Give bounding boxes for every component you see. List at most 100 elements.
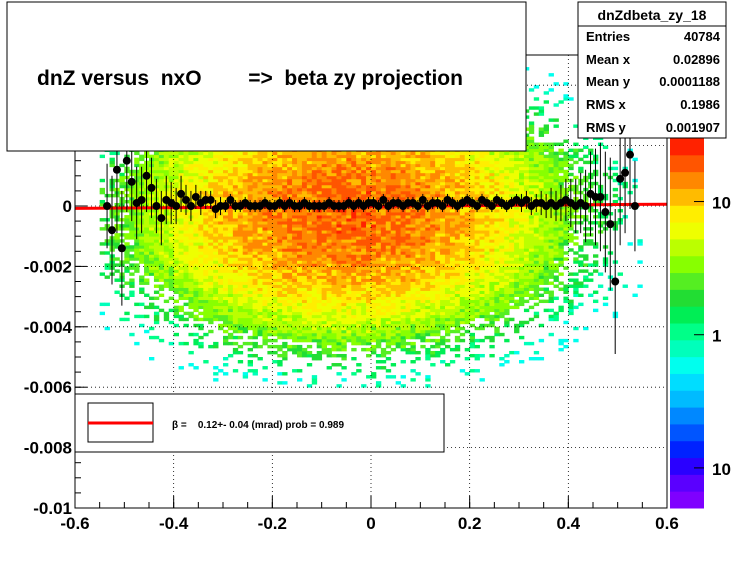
heat-cell [129,230,135,234]
heat-cell [341,154,347,159]
heat-cell [341,344,347,349]
heat-cell [193,293,199,297]
heat-cell [356,308,362,313]
heat-cell [292,317,298,322]
heat-cell [144,242,150,246]
heat-cell [242,323,249,328]
heat-cell [227,178,234,183]
heat-cell [252,305,258,310]
heat-cell [232,236,239,240]
heat-cell [272,166,278,171]
heat-cell [346,293,352,297]
heat-cell [366,212,372,216]
heat-cell [336,329,342,334]
heat-cell [124,251,130,255]
heat-cell [277,230,283,234]
heat-cell [346,163,352,168]
heat-cell [232,263,239,267]
heat-cell [203,293,209,297]
heat-cell [277,363,283,367]
heat-cell [336,227,342,231]
heat-cell [257,266,263,270]
heat-cell [356,245,362,249]
heat-cell [262,260,268,264]
heat-cell [119,181,125,186]
heat-cell [287,320,293,325]
heat-cell [301,157,308,162]
heat-cell [356,218,362,222]
heat-cell [203,251,209,255]
heat-cell [301,175,308,180]
heat-cell [361,317,367,322]
heat-cell [390,272,397,276]
heat-cell [134,263,140,267]
heat-cell [321,187,327,192]
heat-cell [311,178,318,183]
heat-cell [380,190,387,195]
heat-cell [129,233,135,237]
heat-cell [163,227,170,231]
heat-cell [405,299,411,304]
heat-cell [356,284,362,288]
heat-cell [395,341,401,346]
heat-cell [400,257,406,261]
heat-cell [188,363,194,367]
heat-cell [119,317,125,322]
heat-cell [227,215,234,219]
heat-cell [178,260,184,264]
heat-cell [326,332,332,337]
heat-cell [346,269,352,273]
heat-cell [311,151,318,156]
heat-cell [173,290,179,294]
heat-cell [380,329,387,334]
heat-cell [346,175,352,180]
heat-cell [227,296,234,301]
heat-cell [292,163,298,168]
heat-cell [262,175,268,180]
heat-cell [297,287,303,291]
heat-cell [257,227,263,231]
heat-cell [395,323,401,328]
heat-cell [119,178,125,183]
heat-cell [292,236,298,240]
heat-cell [282,254,288,258]
heat-cell [326,293,332,297]
heat-cell [311,317,318,322]
heat-cell [341,239,347,243]
heat-cell [99,199,105,204]
heat-cell [380,281,387,285]
heat-cell [242,154,249,159]
heat-cell [301,239,308,243]
heat-cell [149,260,155,264]
heat-cell [385,284,392,288]
heat-cell [277,287,283,291]
heat-cell [341,317,347,322]
heat-cell [321,326,327,331]
heat-cell [297,224,303,228]
heat-cell [287,181,293,186]
heat-cell [292,169,298,174]
heat-cell [213,296,219,301]
heat-cell [247,360,253,364]
heat-cell [114,263,120,267]
heat-cell [242,281,249,285]
heat-cell [326,163,332,168]
heat-cell [173,254,179,258]
heat-cell [272,221,278,225]
heat-cell [297,157,303,162]
heat-cell [173,157,179,162]
heat-cell [149,296,155,301]
heat-cell [297,275,303,279]
heat-cell [356,236,362,240]
heat-cell [287,239,293,243]
heat-cell [277,221,283,225]
heat-cell [173,281,179,285]
heat-cell [410,290,416,294]
heat-cell [242,284,249,288]
heat-cell [371,224,377,228]
heat-cell [247,157,253,162]
heat-cell [297,344,303,349]
heat-cell [311,239,318,243]
heat-cell [173,169,179,174]
heat-cell [153,263,160,267]
